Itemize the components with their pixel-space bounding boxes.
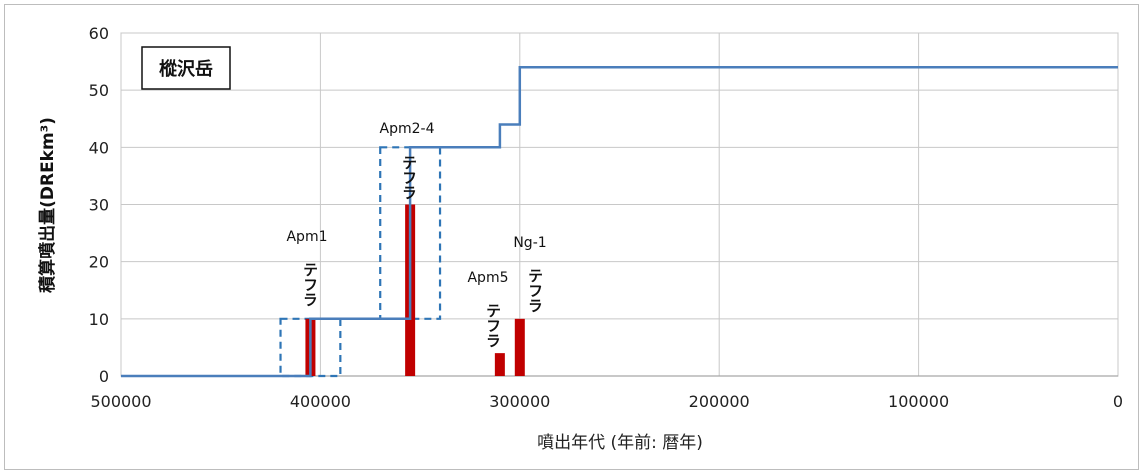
y-tick-label: 10 [89,310,109,329]
annotation-word: テフラ [400,155,418,200]
x-tick-label: 300000 [489,392,550,411]
annotations: Apm1 テフラ Apm2-4 テフラ Apm5 テフラ Ng-1 テフラ [286,121,546,348]
x-tick-label: 400000 [290,392,351,411]
y-axis-title: 積算噴出量(DREkm³) [37,117,58,293]
y-tick-label: 60 [89,24,109,43]
y-tick-label: 40 [89,138,109,157]
annotation-word: テフラ [484,303,502,348]
y-tick-label: 20 [89,253,109,272]
x-tick-label: 500000 [90,392,151,411]
volcano-label-box [141,46,231,90]
bar [514,318,525,376]
x-axis-title: 噴出年代 (年前: 暦年) [537,433,703,453]
annotation-code: Apm1 [286,229,327,245]
annotation-code: Ng-1 [513,235,546,251]
grid [120,32,1119,377]
y-tick-label: 30 [89,196,109,215]
annotation-word: テフラ [526,268,544,313]
cumulative-series-line [121,66,1118,378]
x-tick-label: 200000 [689,392,750,411]
cumulative-line [121,66,1118,378]
annotation-code: Apm5 [467,270,508,286]
y-tick-label: 0 [99,367,109,386]
y-tick-label: 50 [89,81,109,100]
volcano-label: 樅沢岳 [159,58,213,80]
tick-labels: 0 10 20 30 40 50 60 500000 400000 300000 200000 100… [89,24,1123,411]
chart-frame [4,4,1139,470]
annotation-code: Apm2-4 [380,121,435,137]
bar [494,353,505,376]
x-tick-label: 0 [1113,392,1123,411]
annotation-word: テフラ [301,262,319,307]
x-tick-label: 100000 [888,392,949,411]
